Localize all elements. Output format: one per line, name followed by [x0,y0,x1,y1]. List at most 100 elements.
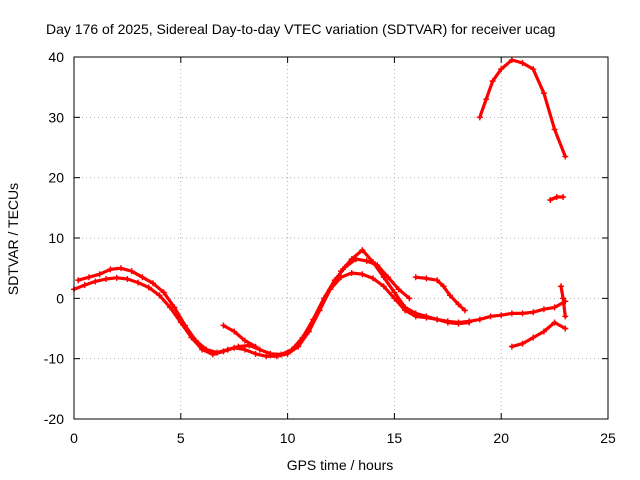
data-point [359,271,366,278]
data-point [466,319,473,326]
data-point [235,343,242,350]
series-track-f [476,57,569,160]
data-point [192,337,199,344]
data-point [145,284,152,291]
data-point [81,282,88,289]
data-point [231,328,238,335]
x-tick-label: 25 [600,430,616,446]
x-tick-label: 5 [177,430,185,446]
series-layer [71,57,569,360]
data-point [508,310,515,317]
data-point [310,316,317,323]
series-track-d [412,274,468,314]
data-point [96,271,103,278]
y-axis: -20 -10 0 10 20 30 40 [44,49,608,427]
data-point [562,313,569,320]
grid [74,57,608,419]
data-point [241,337,248,344]
chart-title: Day 176 of 2025, Sidereal Day-to-day VTE… [46,21,555,37]
data-point [391,295,398,302]
data-point [252,350,259,357]
data-point [551,319,558,326]
x-axis-label: GPS time / hours [287,457,394,473]
data-point [530,309,537,316]
series-track-g [547,193,567,203]
data-point [267,350,274,357]
data-point [278,351,285,358]
y-tick-label: -20 [44,411,64,427]
y-tick-label: -10 [44,351,64,367]
data-point [117,265,124,272]
series-line [76,257,411,356]
data-point [406,295,413,302]
series-track-c [338,247,473,327]
data-point [128,268,135,275]
data-point [370,259,377,266]
data-point [562,325,569,332]
data-point [551,126,558,133]
data-point [423,275,430,282]
data-point [434,316,441,323]
data-point [444,319,451,326]
series-line [559,284,567,318]
data-point [476,316,483,323]
data-point [553,193,560,200]
data-point [113,274,120,281]
data-point [498,66,505,73]
data-point [363,257,370,264]
x-tick-label: 0 [70,430,78,446]
data-point [331,277,338,284]
data-point [498,312,505,319]
data-point [150,280,157,287]
data-point [380,283,387,290]
series-line [72,271,567,358]
series-line [414,275,467,312]
data-point [203,346,210,353]
data-point [252,343,259,350]
data-point [519,310,526,317]
data-point [519,60,526,67]
data-point [241,346,248,353]
data-point [489,78,496,85]
data-point [487,313,494,320]
data-point [455,320,462,327]
data-point [224,346,231,353]
data-point [214,349,221,356]
data-point [540,328,547,335]
data-point [455,301,462,308]
data-point [139,274,146,281]
y-tick-label: 0 [56,290,64,306]
data-point [256,346,263,353]
data-point [530,66,537,73]
data-point [391,289,398,296]
data-point [483,96,490,103]
data-point [558,283,565,290]
series-line [221,323,258,349]
data-point [395,286,402,293]
data-point [519,340,526,347]
data-point [540,306,547,313]
data-point [92,278,99,285]
data-point [370,275,377,282]
data-point [338,268,344,275]
data-point [299,334,306,341]
data-point [547,196,554,203]
series-line [478,58,567,159]
data-point [412,274,419,281]
data-point [530,334,537,341]
y-tick-label: 20 [48,170,64,186]
data-point [182,322,189,329]
data-point [508,57,515,64]
y-axis-label: SDTVAR / TECUs [5,183,21,295]
data-point [348,256,355,263]
series-track-h [508,319,569,350]
data-point [348,269,355,276]
x-tick-label: 20 [493,430,509,446]
data-point [156,292,163,299]
data-point [434,277,441,284]
data-point [124,276,131,283]
data-point [540,90,547,97]
x-tick-label: 15 [387,430,403,446]
data-point [288,346,295,353]
data-point [380,274,387,281]
